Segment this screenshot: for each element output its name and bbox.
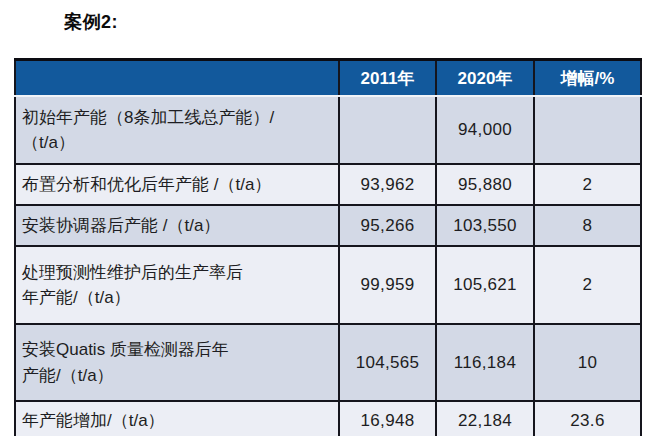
row-label-cell: 初始年产能（8条加工线总产能）/ （t/a） — [15, 96, 339, 164]
cell-2011 — [339, 96, 436, 164]
cell-2020: 22,184 — [436, 401, 534, 436]
table-row: 安装Quatis 质量检测器后年 产能/（t/a） 104,565 116,18… — [15, 324, 641, 401]
col-header-growth: 增幅/% — [534, 60, 641, 97]
cell-growth — [534, 96, 641, 164]
cell-growth: 23.6 — [534, 401, 641, 436]
row-label-cell: 处理预测性维护后的生产率后 年产能/（t/a） — [15, 246, 339, 324]
cell-growth: 10 — [534, 324, 641, 401]
table-row: 初始年产能（8条加工线总产能）/ （t/a） 94,000 — [15, 96, 641, 164]
row-label-cell: 布置分析和优化后年产能 /（t/a） — [15, 164, 339, 205]
cell-2011: 16,948 — [339, 401, 436, 436]
cell-2011: 99,959 — [339, 246, 436, 324]
table-row: 安装协调器后产能 /（t/a） 95,266 103,550 8 — [15, 205, 641, 246]
table-header-row: 2011年 2020年 增幅/% — [15, 60, 641, 97]
row-label-cell: 安装Quatis 质量检测器后年 产能/（t/a） — [15, 324, 339, 401]
row-label-cell: 年产能增加/（t/a） — [15, 401, 339, 436]
cell-2020: 94,000 — [436, 96, 534, 164]
table-row: 年产能增加/（t/a） 16,948 22,184 23.6 — [15, 401, 641, 436]
cell-growth: 8 — [534, 205, 641, 246]
table-row: 布置分析和优化后年产能 /（t/a） 93,962 95,880 2 — [15, 164, 641, 205]
col-header-empty — [15, 60, 339, 97]
cell-growth: 2 — [534, 246, 641, 324]
col-header-2020: 2020年 — [436, 60, 534, 97]
col-header-2011: 2011年 — [339, 60, 436, 97]
cell-2020: 105,621 — [436, 246, 534, 324]
row-label-cell: 安装协调器后产能 /（t/a） — [15, 205, 339, 246]
capacity-comparison-table: 2011年 2020年 增幅/% 初始年产能（8条加工线总产能）/ （t/a） … — [14, 58, 642, 436]
cell-2011: 93,962 — [339, 164, 436, 205]
cell-2020: 95,880 — [436, 164, 534, 205]
cell-2020: 116,184 — [436, 324, 534, 401]
cell-growth: 2 — [534, 164, 641, 205]
page-title: 案例2: — [64, 10, 118, 34]
table-row: 处理预测性维护后的生产率后 年产能/（t/a） 99,959 105,621 2 — [15, 246, 641, 324]
cell-2011: 95,266 — [339, 205, 436, 246]
cell-2011: 104,565 — [339, 324, 436, 401]
cell-2020: 103,550 — [436, 205, 534, 246]
